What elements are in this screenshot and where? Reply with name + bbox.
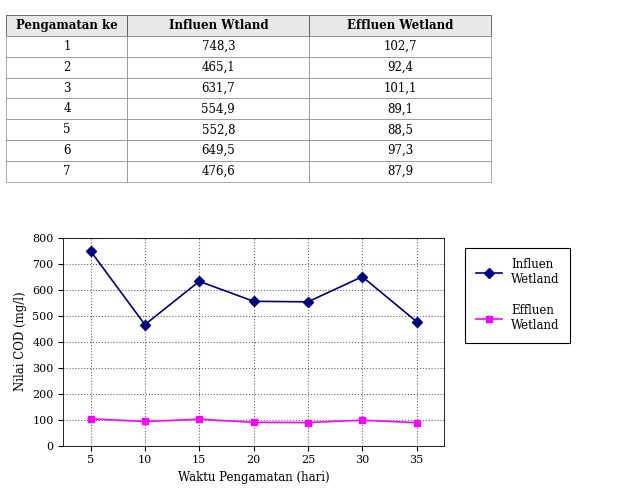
Line: Influen
Wetland: Influen Wetland	[87, 248, 420, 328]
Influen
Wetland	[250, 298, 257, 304]
Effluen
Wetland	[358, 417, 366, 423]
Influen
Wetland	[413, 319, 420, 325]
Effluen
Wetland	[413, 420, 420, 426]
Influen
Wetland	[87, 248, 94, 254]
Effluen
Wetland	[141, 418, 149, 424]
Effluen
Wetland	[304, 420, 312, 426]
Influen
Wetland	[358, 274, 366, 280]
Effluen
Wetland	[195, 416, 203, 422]
Legend: Influen
Wetland, Effluen
Wetland: Influen Wetland, Effluen Wetland	[465, 248, 570, 343]
Effluen
Wetland	[87, 416, 94, 422]
Influen
Wetland	[304, 299, 312, 305]
Line: Effluen
Wetland: Effluen Wetland	[87, 415, 420, 426]
Influen
Wetland	[141, 322, 149, 328]
Influen
Wetland	[195, 278, 203, 284]
Effluen
Wetland	[250, 419, 257, 425]
X-axis label: Waktu Pengamatan (hari): Waktu Pengamatan (hari)	[178, 471, 330, 484]
Y-axis label: Nilai COD (mg/l): Nilai COD (mg/l)	[14, 292, 27, 392]
